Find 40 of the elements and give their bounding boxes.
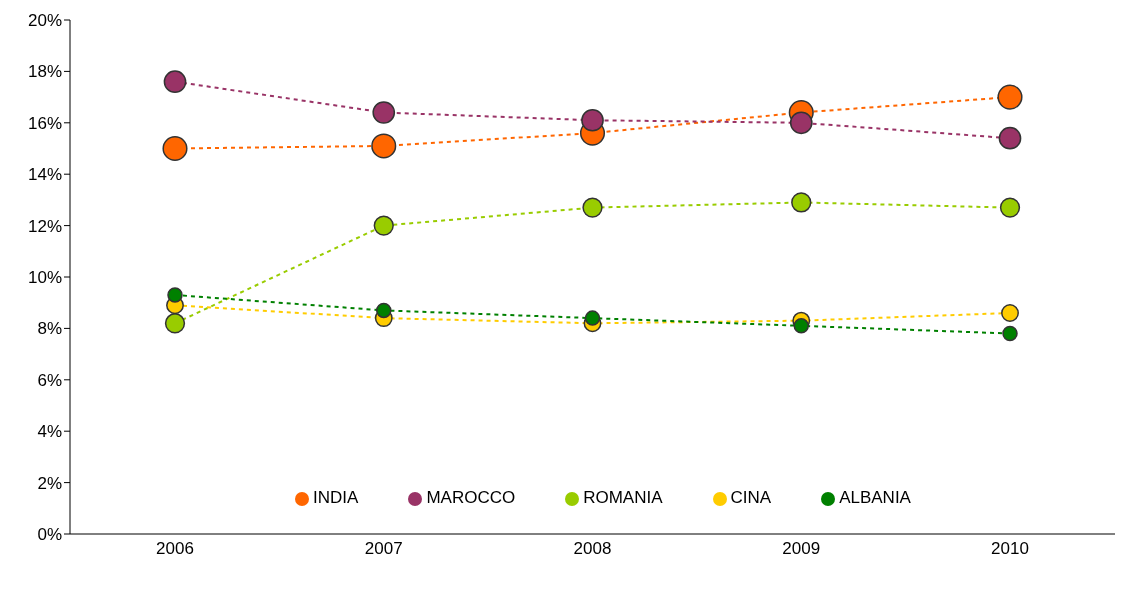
point bbox=[581, 108, 604, 132]
point bbox=[1001, 304, 1019, 322]
x-tick-label: 2010 bbox=[991, 539, 1029, 559]
point bbox=[373, 215, 394, 236]
point bbox=[789, 111, 813, 135]
point bbox=[163, 70, 187, 94]
legend-label: ALBANIA bbox=[839, 488, 911, 507]
y-tick-label: 0% bbox=[37, 525, 62, 545]
y-tick-label: 10% bbox=[27, 268, 62, 288]
point bbox=[371, 133, 397, 159]
legend-label: CINA bbox=[730, 488, 772, 507]
point bbox=[162, 135, 188, 162]
y-tick-label: 16% bbox=[27, 113, 62, 133]
x-tick-label: 2006 bbox=[156, 539, 194, 559]
y-tick-label: 2% bbox=[37, 473, 62, 493]
x-tick-label: 2007 bbox=[364, 539, 403, 559]
y-tick-label: 6% bbox=[37, 370, 62, 390]
point bbox=[1002, 325, 1018, 342]
legend-label: INDIA bbox=[313, 488, 359, 507]
point bbox=[376, 302, 392, 319]
y-tick-label: 20% bbox=[27, 11, 62, 31]
y-tick-label: 18% bbox=[27, 62, 62, 82]
y-tick-label: 8% bbox=[37, 319, 62, 339]
y-tick-label: 4% bbox=[37, 422, 62, 442]
y-tick-label: 12% bbox=[27, 216, 62, 236]
x-tick-label: 2009 bbox=[782, 539, 821, 559]
point bbox=[582, 197, 603, 218]
point bbox=[167, 287, 183, 303]
point bbox=[372, 101, 396, 124]
y-tick-label: 14% bbox=[27, 165, 62, 185]
point bbox=[793, 318, 809, 334]
point bbox=[999, 197, 1021, 218]
point bbox=[998, 126, 1022, 150]
point bbox=[791, 192, 812, 213]
point bbox=[164, 313, 186, 334]
point bbox=[997, 84, 1023, 110]
legend-label: MAROCCO bbox=[426, 488, 516, 507]
x-tick-label: 2008 bbox=[573, 539, 612, 559]
legend-label: ROMANIA bbox=[583, 488, 663, 507]
point bbox=[584, 310, 601, 326]
